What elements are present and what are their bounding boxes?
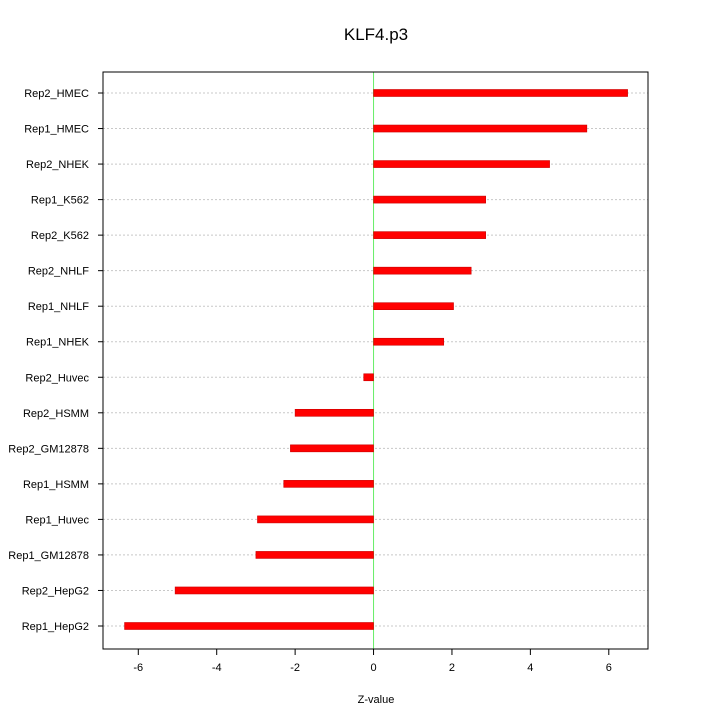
category-label: Rep1_HMEC	[24, 124, 89, 136]
category-label: Rep1_HSMM	[23, 479, 89, 491]
category-label: Rep1_NHLF	[28, 301, 89, 313]
category-label: Rep1_NHEK	[26, 337, 90, 349]
category-label: Rep2_Huvec	[25, 372, 89, 384]
bar	[257, 515, 374, 524]
category-label: Rep2_NHLF	[28, 266, 89, 278]
bar	[294, 408, 374, 417]
x-axis-title: Z-value	[358, 694, 395, 706]
bar	[124, 622, 374, 630]
category-label: Rep1_Huvec	[25, 514, 89, 526]
category-label: Rep2_HepG2	[22, 585, 89, 597]
bar	[373, 266, 472, 275]
chart-title: KLF4.p3	[344, 25, 408, 44]
bar	[373, 195, 486, 204]
x-tick-label: 2	[449, 662, 455, 674]
category-label: Rep2_HSMM	[23, 408, 89, 420]
bar	[373, 124, 588, 133]
grid-layer	[103, 92, 648, 627]
bar	[373, 89, 628, 97]
x-tick-label: 4	[527, 662, 533, 674]
bar	[373, 337, 445, 346]
bar	[373, 231, 486, 239]
x-tick-label: -6	[133, 662, 143, 674]
bar	[255, 551, 374, 559]
x-tick-label: 6	[606, 662, 612, 674]
category-label: Rep2_NHEK	[26, 159, 90, 171]
bar	[363, 373, 374, 382]
bar	[373, 160, 550, 168]
x-axis: -6 -4 -2 0 2 4 6	[133, 649, 612, 674]
bar	[174, 586, 374, 595]
category-label: Rep2_HMEC	[24, 88, 89, 100]
category-axis: Rep2_HMEC Rep1_HMEC Rep2_NHEK Rep1_K562 Rep2…	[8, 88, 103, 633]
bar	[283, 480, 374, 488]
category-label: Rep2_GM12878	[8, 443, 89, 455]
x-tick-label: -4	[212, 662, 222, 674]
bar	[290, 444, 374, 453]
bar	[373, 302, 454, 311]
x-tick-label: -2	[290, 662, 300, 674]
x-tick-label: 0	[370, 662, 376, 674]
bar-layer	[124, 89, 628, 630]
plot-frame	[102, 71, 649, 650]
category-label: Rep2_K562	[31, 230, 89, 242]
category-label: Rep1_HepG2	[22, 621, 89, 633]
category-label: Rep1_K562	[31, 195, 89, 207]
category-label: Rep1_GM12878	[8, 550, 89, 562]
